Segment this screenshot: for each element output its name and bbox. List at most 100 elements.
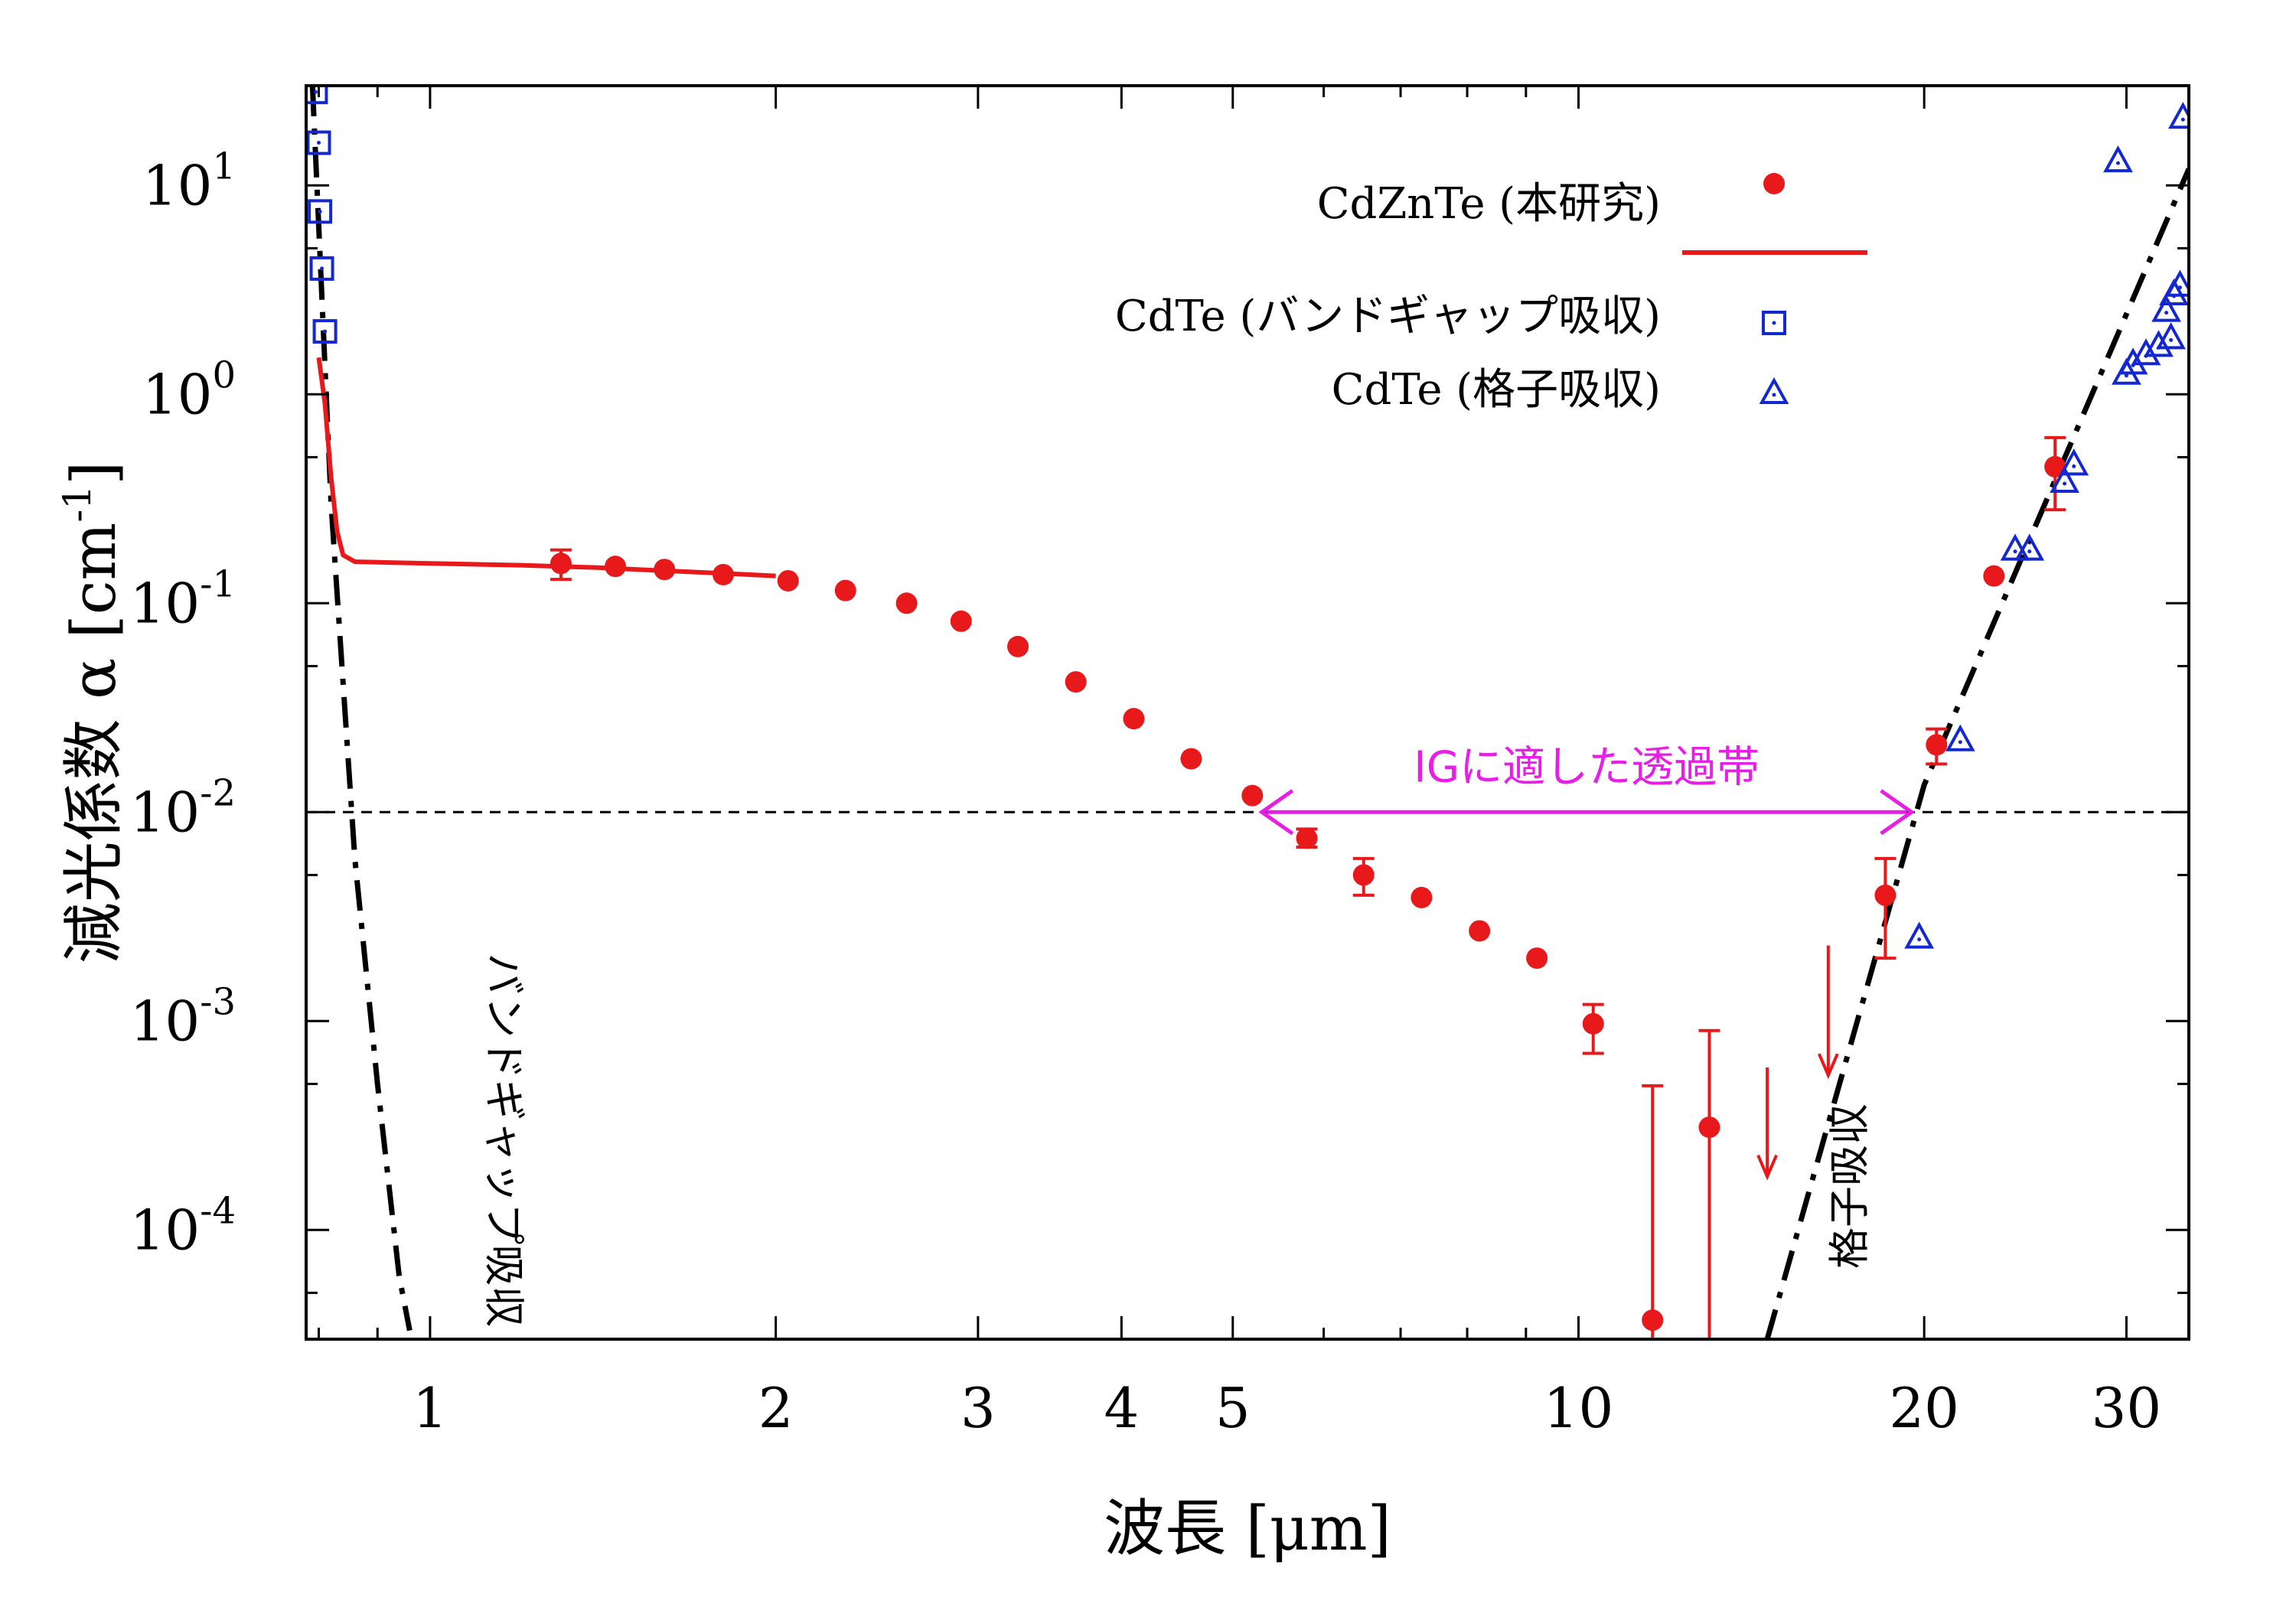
lattice-model-curve	[1764, 168, 2189, 1339]
x-tick-label: 2	[758, 1376, 794, 1440]
bandgap-curve-label: バンドギャップ吸収	[480, 953, 528, 1328]
cdznte-point	[777, 569, 799, 592]
cdte-lattice-point-dot	[2063, 481, 2067, 486]
cdte-lattice-point	[2151, 295, 2181, 322]
cdte-bandgap-point-dot	[316, 141, 321, 145]
band-arrow-head-right	[1880, 789, 1916, 836]
cdte-bandgap-point-dot	[318, 209, 322, 214]
x-tick-label: 3	[960, 1376, 996, 1440]
cdznte-line	[316, 357, 776, 579]
cdte-lattice-point	[2014, 533, 2045, 561]
bandgap-model-curve	[309, 86, 413, 1332]
cdznte-point	[1411, 886, 1433, 908]
legend-marker-cdte-lattice-dot	[1772, 393, 1776, 397]
cdte-lattice-point	[2156, 322, 2186, 350]
y-tick-exp: -2	[200, 771, 236, 814]
y-axis-title: 減光係数 α [cm-1]	[55, 461, 129, 964]
cdte-lattice-point-dot	[1917, 937, 1922, 942]
y-tick-base: 10	[142, 153, 213, 217]
cdznte-point	[1469, 920, 1491, 942]
cdznte-point	[1007, 635, 1029, 657]
upper-limit-arrow-head	[1756, 1154, 1778, 1181]
cdznte-point	[1874, 884, 1896, 906]
cdznte-point	[1983, 565, 2005, 587]
cdznte-point	[1926, 734, 1948, 756]
cdznte-point	[1180, 748, 1202, 770]
cdznte-point	[1296, 827, 1318, 849]
legend-label-cdte-bandgap: CdTe (バンドギャップ吸収)	[1115, 292, 1661, 341]
y-tick-label: 10-4	[130, 1189, 236, 1262]
cdznte-point	[712, 563, 734, 585]
y-tick-exp: 0	[212, 354, 236, 396]
cdznte-point	[1123, 708, 1145, 730]
cdznte-point	[834, 579, 856, 601]
cdznte-point	[1698, 1116, 1720, 1139]
x-tick-label: 4	[1104, 1376, 1139, 1440]
cdte-lattice-point	[2131, 338, 2161, 366]
cdte-lattice-point	[2000, 533, 2030, 561]
cdte-lattice-point-dot	[2177, 285, 2182, 290]
legend: CdZnTe (本研究) CdTe (バンドギャップ吸収) CdTe (格子吸収)	[1115, 173, 1867, 415]
x-axis-title: 波長 [μm]	[1104, 1493, 1391, 1564]
cdte-bandgap-point	[306, 86, 328, 105]
cdznte-point	[1582, 1012, 1604, 1035]
cdte-lattice-point	[2118, 347, 2148, 375]
legend-label-cdznte: CdZnTe (本研究)	[1317, 179, 1661, 229]
cdte-lattice-point	[1904, 921, 1935, 949]
y-tick-label: 10-3	[130, 980, 236, 1053]
x-tick-label: 5	[1215, 1376, 1251, 1440]
legend-marker-cdte-bandgap-dot	[1772, 321, 1776, 325]
cdznte-point	[654, 559, 676, 581]
cdte-lattice-point-dot	[2013, 549, 2017, 554]
y-axis-title-main: 減光係数 α [cm	[58, 523, 129, 964]
cdte-lattice-point	[1945, 724, 1975, 751]
y-tick-base: 10	[130, 1198, 201, 1262]
y-axis-title-sup: -1	[55, 485, 99, 523]
cdznte-point	[950, 610, 972, 632]
y-tick-exp: -1	[200, 562, 236, 605]
cdte-lattice-point-dot	[2169, 337, 2174, 342]
y-tick-exp: -4	[200, 1189, 236, 1232]
cdznte-point	[1642, 1309, 1664, 1332]
plot-lines	[306, 86, 2189, 1339]
cdte-bandgap-point-dot	[323, 329, 328, 334]
band-arrow-head-left	[1258, 789, 1294, 836]
y-tick-label: 10-1	[130, 562, 236, 635]
lattice-curve-label: 格子吸収	[1825, 1103, 1874, 1269]
x-tick-label: 30	[2092, 1376, 2162, 1440]
cdznte-point	[1065, 671, 1087, 693]
cdte-lattice-point-dot	[2072, 464, 2076, 468]
cdte-lattice-point	[2050, 465, 2079, 493]
cdznte-point	[2044, 455, 2066, 478]
cdte-lattice-point	[2165, 269, 2189, 297]
y-tick-base: 10	[130, 571, 201, 635]
cdte-bandgap-point	[308, 199, 333, 224]
y-tick-base: 10	[130, 989, 201, 1053]
plot-points	[306, 86, 2189, 1339]
cdte-bandgap-point	[306, 130, 331, 155]
cdte-bandgap-point-dot	[313, 90, 318, 94]
cdte-lattice-point-dot	[1958, 740, 1962, 745]
legend-marker-cdte-bandgap	[1762, 311, 1786, 335]
y-tick-exp: 1	[212, 145, 236, 187]
upper-limit-arrow-head	[1817, 1053, 1839, 1080]
y-tick-base: 10	[142, 362, 213, 426]
cdznte-point	[1241, 784, 1264, 807]
cdte-lattice-point	[2144, 330, 2174, 357]
cdznte-point	[1352, 864, 1375, 886]
cdte-bandgap-point	[312, 319, 338, 344]
y-tick-exp: -3	[200, 980, 236, 1023]
legend-marker-cdte-lattice	[1759, 376, 1789, 404]
cdte-lattice-point-dot	[2164, 311, 2169, 315]
y-tick-base: 10	[130, 780, 201, 844]
x-tick-label: 10	[1544, 1376, 1614, 1440]
cdznte-point	[895, 592, 918, 614]
cdznte-point	[1526, 947, 1548, 970]
legend-marker-cdznte	[1763, 173, 1785, 194]
cdte-lattice-point-dot	[2124, 373, 2128, 378]
cdte-bandgap-point-dot	[320, 266, 325, 271]
cdte-lattice-point	[2059, 448, 2089, 476]
